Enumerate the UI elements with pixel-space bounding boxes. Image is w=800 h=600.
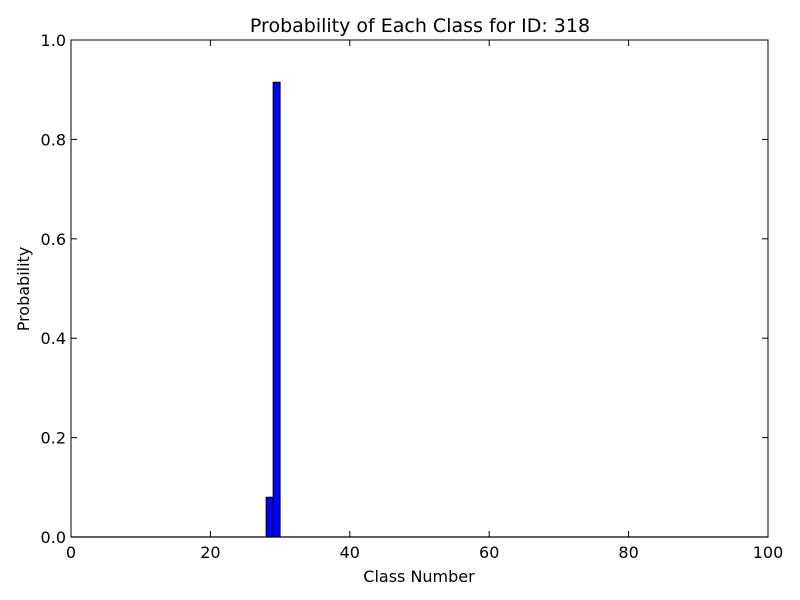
x-axis-label: Class Number xyxy=(363,567,475,586)
chart-title: Probability of Each Class for ID: 318 xyxy=(250,15,590,37)
y-axis: 0.0 0.2 0.4 0.6 0.8 1.0 xyxy=(41,31,768,547)
y-tick-label: 0.0 xyxy=(41,528,66,547)
x-axis: 0 20 40 60 80 100 xyxy=(66,40,783,562)
y-tick-label: 1.0 xyxy=(41,31,66,50)
x-tick-label: 0 xyxy=(66,543,76,562)
plot-frame xyxy=(70,39,769,538)
x-tick-label: 100 xyxy=(753,543,784,562)
y-tick-label: 0.4 xyxy=(41,329,66,348)
plot-area xyxy=(71,40,768,537)
y-tick-label: 0.8 xyxy=(41,130,66,149)
x-tick-label: 40 xyxy=(340,543,360,562)
bar xyxy=(272,81,281,538)
x-tick-label: 60 xyxy=(479,543,499,562)
y-tick-label: 0.2 xyxy=(41,429,66,448)
x-tick-label: 80 xyxy=(618,543,638,562)
bar xyxy=(265,496,274,538)
y-tick-label: 0.6 xyxy=(41,230,66,249)
y-axis-label: Probability xyxy=(14,247,33,332)
x-tick-label: 20 xyxy=(200,543,220,562)
